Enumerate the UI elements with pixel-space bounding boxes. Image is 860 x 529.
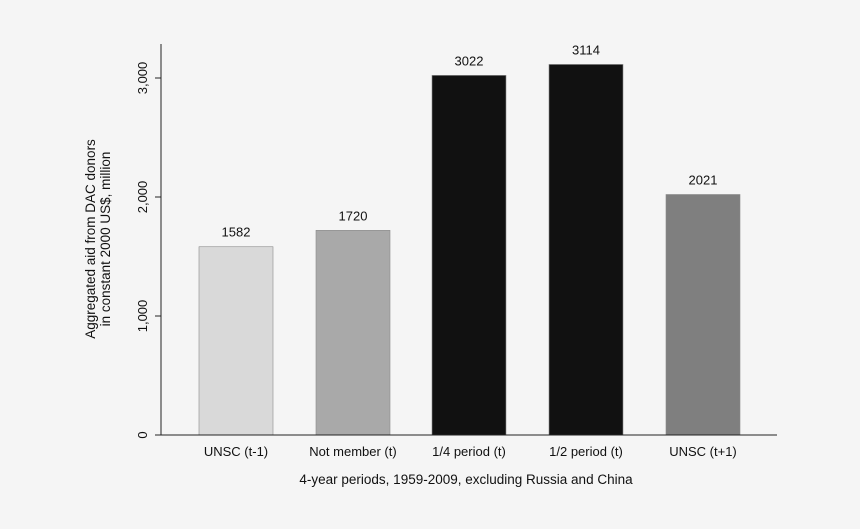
y-tick-label: 3,000 (135, 62, 150, 95)
y-tick-label: 0 (135, 431, 150, 438)
bar (665, 194, 741, 436)
bars-group (198, 64, 741, 436)
y-axis-title-line-2: in constant 2000 US$, million (98, 152, 113, 327)
bar (198, 246, 274, 436)
bar (431, 75, 507, 436)
bar-value-label: 2021 (689, 173, 718, 188)
bar-value-label: 1582 (222, 225, 251, 240)
bar-value-label: 3022 (455, 53, 484, 68)
y-tick-label: 1,000 (135, 300, 150, 333)
bar-value-label: 3114 (572, 42, 600, 57)
y-axis-title-line-1: Aggregated aid from DAC donors (83, 139, 98, 339)
bar (548, 64, 624, 436)
x-category-label: UNSC (t-1) (204, 444, 268, 459)
x-category-label: 1/4 period (t) (432, 444, 506, 459)
x-category-label: Not member (t) (309, 444, 396, 459)
x-axis-category-labels: UNSC (t-1) Not member (t) 1/4 period (t) 1/… (204, 444, 737, 459)
bar-value-label: 1720 (339, 208, 368, 223)
x-axis-title: 4-year periods, 1959-2009, excluding Rus… (299, 472, 633, 487)
y-tick-label: 2,000 (135, 181, 150, 214)
x-category-label: 1/2 period (t) (549, 444, 623, 459)
value-labels-group: 1582 1720 3022 3114 2021 (222, 42, 718, 239)
x-category-label: UNSC (t+1) (669, 444, 737, 459)
bar (315, 230, 391, 436)
y-axis-ticks: 0 1,000 2,000 3,000 (135, 62, 161, 439)
